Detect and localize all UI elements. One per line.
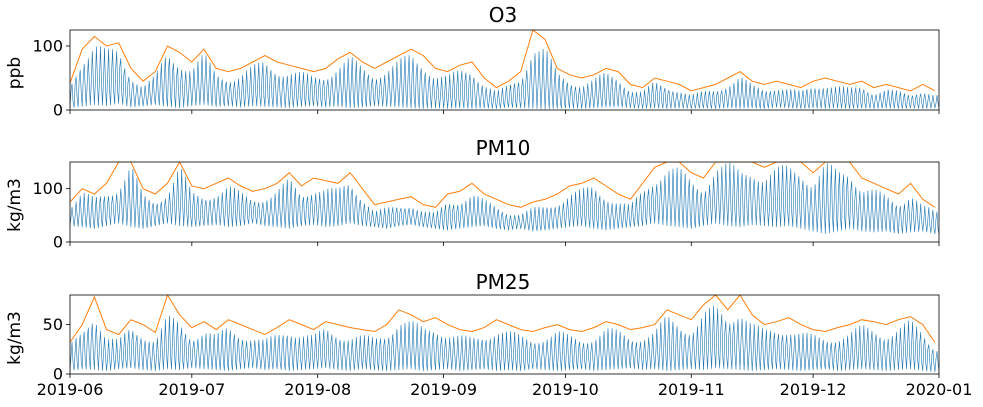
- chart-title: PM10: [476, 136, 531, 160]
- x-tick-label: 2020-01: [906, 380, 973, 399]
- x-tick-label: 2019-07: [158, 380, 225, 399]
- y-tick-label: 0: [53, 365, 63, 384]
- y-tick-label: 100: [32, 37, 63, 56]
- series-line-daily-max: [70, 162, 936, 208]
- x-tick-label: 2019-11: [658, 380, 725, 399]
- series-line-hourly: [70, 46, 939, 110]
- axes-frame: [69, 161, 940, 243]
- series-line-daily-max: [70, 295, 936, 343]
- chart-panel-pm10: PM10 kg/m3 0 100: [5, 136, 940, 252]
- y-axis-label: kg/m3: [5, 311, 25, 365]
- y-tick-label: 100: [32, 179, 63, 198]
- chart-panel-pm25: PM25 kg/m3 0 50 2019-06 2019-07 2019-08 2019-…: [5, 270, 972, 399]
- y-tick-label: 0: [53, 233, 63, 252]
- axes-frame: [69, 294, 940, 375]
- x-tick-label: 2019-10: [532, 380, 599, 399]
- y-axis-label: kg/m3: [5, 178, 25, 232]
- chart-panel-o3: O3 ppb 0 100: [5, 3, 940, 120]
- y-axis-label: ppb: [5, 57, 25, 89]
- x-tick-label: 2019-06: [37, 380, 104, 399]
- y-tick-label: 50: [43, 315, 63, 334]
- series-line-daily-max: [70, 30, 936, 92]
- x-tick-label: 2019-08: [284, 380, 351, 399]
- chart-title: PM25: [476, 270, 531, 294]
- chart-title: O3: [489, 3, 517, 27]
- series-line-hourly: [70, 162, 939, 235]
- x-tick-label: 2019-09: [410, 380, 477, 399]
- y-tick-label: 0: [53, 101, 63, 120]
- axes-frame: [69, 29, 940, 111]
- x-tick-label: 2019-12: [780, 380, 847, 399]
- series-line-hourly: [70, 305, 939, 373]
